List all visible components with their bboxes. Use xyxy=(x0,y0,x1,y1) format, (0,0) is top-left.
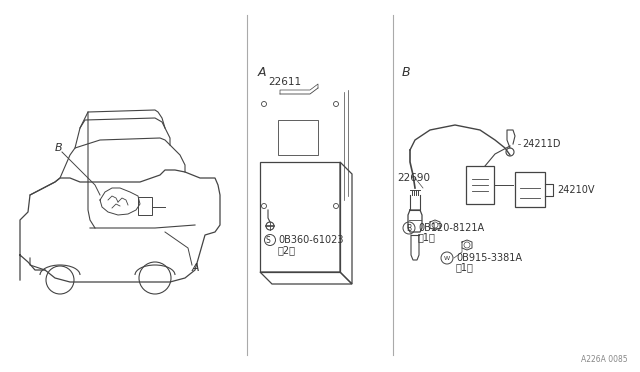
Text: 0B360-61023: 0B360-61023 xyxy=(278,235,344,245)
Text: （1）: （1） xyxy=(418,232,436,242)
Text: 24211D: 24211D xyxy=(522,139,561,149)
Text: 0B915-3381A: 0B915-3381A xyxy=(456,253,522,263)
Text: 0B120-8121A: 0B120-8121A xyxy=(418,223,484,233)
Bar xyxy=(515,172,545,207)
Text: A: A xyxy=(192,263,200,273)
Text: （2）: （2） xyxy=(278,245,296,255)
Text: 24210V: 24210V xyxy=(557,185,595,195)
Bar xyxy=(466,166,494,204)
Text: B: B xyxy=(402,65,411,78)
Text: W: W xyxy=(444,256,450,260)
Text: 22611: 22611 xyxy=(268,77,301,87)
Text: A: A xyxy=(258,65,266,78)
Text: B: B xyxy=(406,224,412,232)
Text: B: B xyxy=(55,143,63,153)
Text: S: S xyxy=(266,235,270,244)
Text: A226A 0085: A226A 0085 xyxy=(581,356,628,365)
Text: （1）: （1） xyxy=(456,262,474,272)
Text: 22690: 22690 xyxy=(397,173,430,183)
